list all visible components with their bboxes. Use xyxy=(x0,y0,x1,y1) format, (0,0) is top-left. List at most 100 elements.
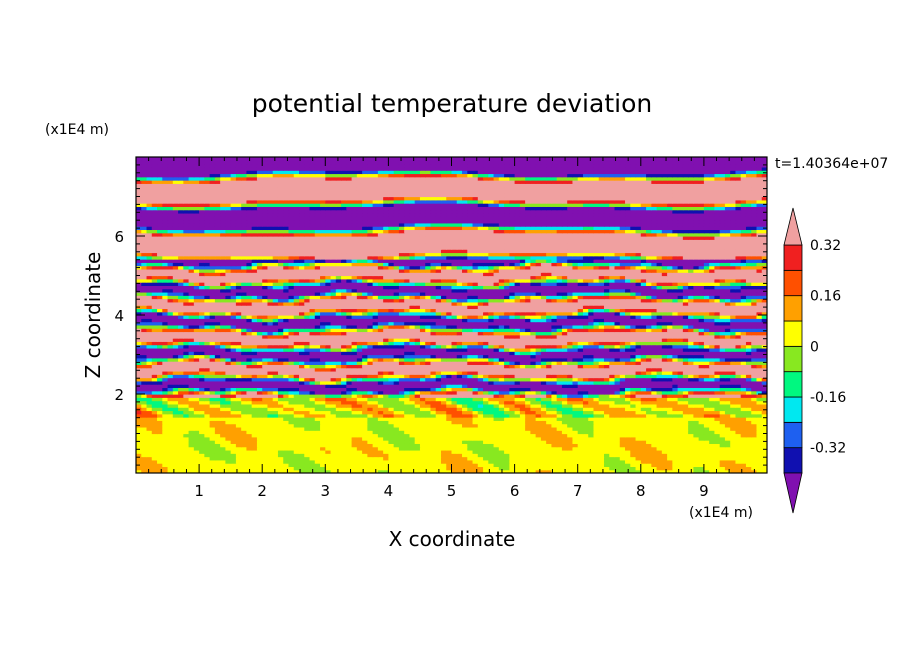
heatmap-cell xyxy=(162,334,169,339)
heatmap-cell xyxy=(761,354,767,359)
heatmap-cell xyxy=(614,417,621,421)
heatmap-cell xyxy=(341,387,347,392)
heatmap-cell xyxy=(488,380,495,385)
heatmap-cell xyxy=(477,430,484,435)
heatmap-cell xyxy=(483,436,489,441)
heatmap-cell xyxy=(372,367,379,372)
heatmap-cell xyxy=(309,403,316,408)
heatmap-cell xyxy=(472,420,479,425)
heatmap-cell xyxy=(688,351,694,356)
heatmap-cell xyxy=(388,407,395,412)
heatmap-cell xyxy=(151,466,158,471)
heatmap-cell xyxy=(646,436,652,441)
heatmap-cell xyxy=(204,380,211,385)
heatmap-cell xyxy=(341,354,347,359)
heatmap-cell xyxy=(488,430,495,435)
heatmap-cell xyxy=(462,351,468,356)
heatmap-cell xyxy=(393,407,400,412)
heatmap-cell xyxy=(540,423,547,428)
heatmap-cell xyxy=(178,364,184,369)
heatmap-cell xyxy=(672,420,679,425)
heatmap-cell xyxy=(393,413,400,418)
heatmap-cell xyxy=(488,344,495,349)
heatmap-cell xyxy=(225,387,232,392)
heatmap-cell xyxy=(214,420,221,425)
heatmap-cell xyxy=(593,357,600,362)
heatmap-cell xyxy=(677,456,684,461)
heatmap-cell xyxy=(456,351,463,356)
heatmap-cell xyxy=(472,446,479,451)
heatmap-cell xyxy=(235,344,242,349)
heatmap-cell xyxy=(651,413,658,418)
heatmap-cell xyxy=(656,446,663,451)
heatmap-cell xyxy=(351,453,358,458)
heatmap-cell xyxy=(751,423,758,428)
heatmap-cell xyxy=(530,417,537,421)
heatmap-cell xyxy=(667,420,673,425)
heatmap-cell xyxy=(535,351,542,356)
heatmap-cell xyxy=(414,466,421,471)
heatmap-cell xyxy=(398,384,405,389)
heatmap-cell xyxy=(136,367,142,372)
heatmap-cell xyxy=(367,334,374,339)
heatmap-cell xyxy=(603,430,610,435)
heatmap-cell xyxy=(730,407,737,412)
heatmap-cell xyxy=(509,436,516,441)
heatmap-cell xyxy=(267,364,274,369)
heatmap-cell xyxy=(430,400,437,405)
heatmap-cell xyxy=(567,394,574,398)
heatmap-cell xyxy=(241,433,248,438)
heatmap-cell xyxy=(698,400,705,405)
heatmap-cell xyxy=(609,380,616,385)
heatmap-cell xyxy=(414,357,421,362)
heatmap-cell xyxy=(383,351,389,356)
heatmap-cell xyxy=(320,453,326,458)
heatmap-cell xyxy=(314,440,321,444)
heatmap-cell xyxy=(157,459,163,464)
heatmap-cell xyxy=(356,469,363,473)
heatmap-cell xyxy=(146,367,153,372)
heatmap-cell xyxy=(546,354,553,359)
heatmap-field xyxy=(136,157,767,473)
heatmap-cell xyxy=(462,367,468,372)
heatmap-cell xyxy=(330,463,337,468)
heatmap-cell xyxy=(330,357,337,362)
heatmap-cell xyxy=(451,367,458,372)
heatmap-cell xyxy=(530,459,537,464)
heatmap-cell xyxy=(404,403,411,408)
heatmap-cell xyxy=(467,449,474,454)
heatmap-cell xyxy=(393,384,400,389)
heatmap-cell xyxy=(283,417,290,421)
heatmap-cell xyxy=(325,334,332,339)
heatmap-cell xyxy=(293,430,300,435)
heatmap-cell xyxy=(325,413,332,418)
heatmap-cell xyxy=(414,413,421,418)
heatmap-cell xyxy=(551,417,558,421)
heatmap-cell xyxy=(220,351,226,356)
heatmap-cell xyxy=(530,453,537,458)
heatmap-cell xyxy=(341,423,347,428)
heatmap-cell xyxy=(199,449,205,454)
heatmap-cell xyxy=(561,347,568,352)
heatmap-cell xyxy=(740,374,747,379)
heatmap-cell xyxy=(540,410,547,415)
heatmap-cell xyxy=(493,390,500,395)
heatmap-cell xyxy=(656,390,663,395)
heatmap-cell xyxy=(714,440,721,444)
heatmap-cell xyxy=(404,397,411,402)
heatmap-cell xyxy=(199,364,205,369)
heatmap-cell xyxy=(614,443,621,448)
heatmap-cell xyxy=(446,384,453,389)
heatmap-cell xyxy=(178,370,184,375)
heatmap-cell xyxy=(498,370,505,375)
heatmap-cell xyxy=(535,387,542,392)
heatmap-cell xyxy=(567,433,574,438)
heatmap-cell xyxy=(320,367,326,372)
heatmap-cell xyxy=(398,338,405,342)
heatmap-cell xyxy=(157,334,163,339)
heatmap-cell xyxy=(625,390,631,395)
heatmap-cell xyxy=(646,338,652,342)
heatmap-cell xyxy=(504,440,510,444)
heatmap-cell xyxy=(462,403,468,408)
heatmap-cell xyxy=(330,397,337,402)
